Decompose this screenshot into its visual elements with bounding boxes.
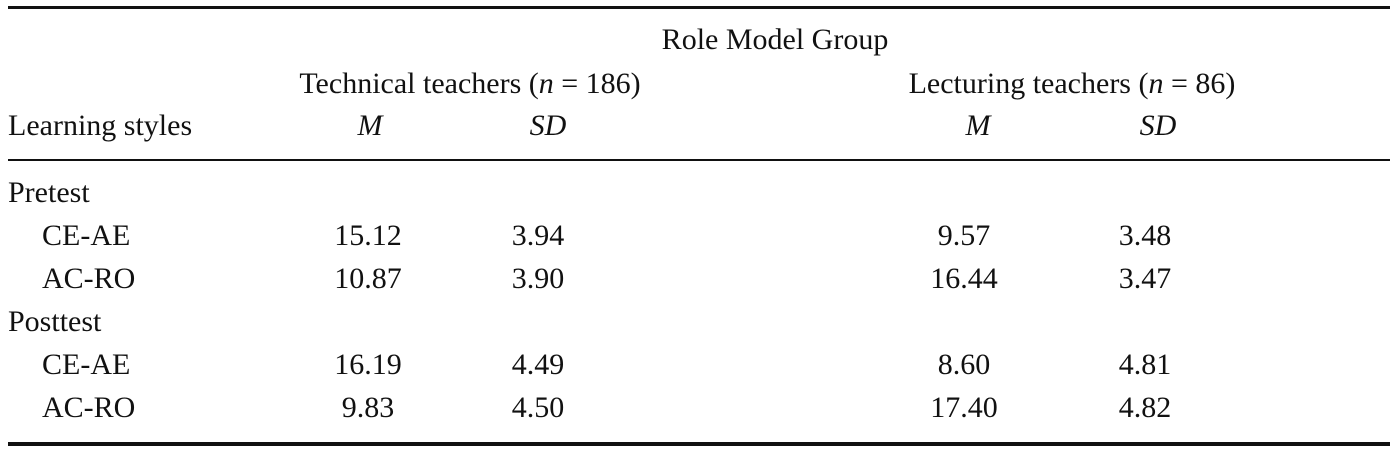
cell: 3.94 — [511, 219, 565, 252]
mid-rule — [8, 159, 1390, 161]
row-label: CE-AE — [42, 219, 131, 252]
row-label: AC-RO — [42, 391, 136, 424]
cell: 17.40 — [930, 391, 998, 424]
cell: 9.83 — [341, 391, 395, 424]
section-label: Posttest — [8, 305, 102, 338]
column-header: SD — [1139, 109, 1177, 142]
group-header-part: Lecturing teachers ( — [908, 67, 1149, 100]
column-header: M — [965, 109, 991, 142]
cell: 3.47 — [1118, 262, 1172, 295]
cell: 4.82 — [1118, 391, 1172, 424]
group-header-part: = 186) — [553, 67, 641, 100]
column-header: SD — [529, 109, 567, 142]
spanner: Role Model Group — [661, 23, 889, 56]
cell: 4.49 — [511, 348, 565, 381]
column-header: M — [357, 109, 383, 142]
group-header-part: = 86) — [1163, 67, 1236, 100]
group-header: Lecturing teachers (n = 86) — [909, 69, 1236, 99]
section-label: Pretest — [8, 176, 90, 209]
top-rule — [8, 6, 1390, 9]
cell: 3.48 — [1118, 219, 1172, 252]
group-header: Technical teachers (n = 186) — [299, 69, 640, 99]
cell: 16.44 — [930, 262, 998, 295]
cell: 10.87 — [334, 262, 402, 295]
cell: 9.57 — [937, 219, 991, 252]
cell: 3.90 — [511, 262, 565, 295]
cell: 4.81 — [1118, 348, 1172, 381]
group-header-part: Technical teachers ( — [299, 67, 539, 100]
cell: 16.19 — [334, 348, 402, 381]
cell: 4.50 — [511, 391, 565, 424]
row-label: CE-AE — [42, 348, 131, 381]
bottom-rule — [8, 442, 1390, 446]
group-header-part: n — [538, 67, 554, 100]
group-header-part: n — [1148, 67, 1164, 100]
cell: 15.12 — [334, 219, 402, 252]
row-label: AC-RO — [42, 262, 136, 295]
cell: 8.60 — [937, 348, 991, 381]
stub-header: Learning styles — [8, 109, 193, 142]
